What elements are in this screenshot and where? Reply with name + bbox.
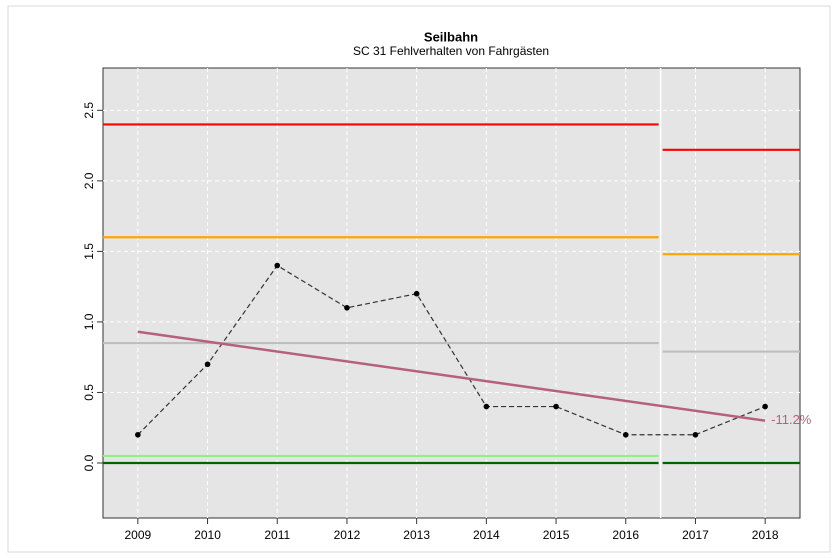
x-tick-label: 2014 — [473, 528, 500, 542]
x-tick-label: 2011 — [264, 528, 290, 542]
data-point — [553, 403, 559, 410]
data-point — [204, 361, 211, 368]
trend-line — [137, 330, 766, 422]
x-tick-label: 2009 — [124, 528, 151, 542]
x-tick-label: 2017 — [682, 528, 709, 542]
x-tick-label: 2012 — [334, 528, 361, 542]
x-tick-label: 2015 — [543, 528, 570, 542]
y-tick-label: 1.5 — [82, 243, 96, 260]
x-tick-label: 2018 — [752, 528, 779, 542]
y-tick-label: 0.0 — [82, 454, 96, 471]
y-tick-label: 2.0 — [82, 172, 96, 189]
y-tick-label: 1.0 — [82, 313, 96, 330]
chart-title: Seilbahn — [424, 29, 478, 44]
trend-label: -11.2% — [771, 412, 812, 427]
y-tick-label: 0.5 — [82, 384, 96, 401]
plot-area — [102, 67, 801, 519]
data-point — [762, 403, 768, 410]
x-tick-label: 2010 — [194, 528, 221, 542]
chart-subtitle: SC 31 Fehlverhalten von Fahrgästen — [353, 44, 549, 58]
y-tick-label: 2.5 — [82, 102, 96, 119]
data-point — [622, 431, 629, 438]
data-point — [413, 290, 420, 297]
x-tick-label: 2016 — [612, 528, 639, 542]
data-point — [135, 431, 141, 438]
data-point — [344, 305, 350, 311]
data-point — [692, 431, 699, 438]
x-tick-label: 2013 — [403, 528, 430, 542]
data-point — [483, 403, 490, 410]
data-point — [274, 262, 281, 269]
